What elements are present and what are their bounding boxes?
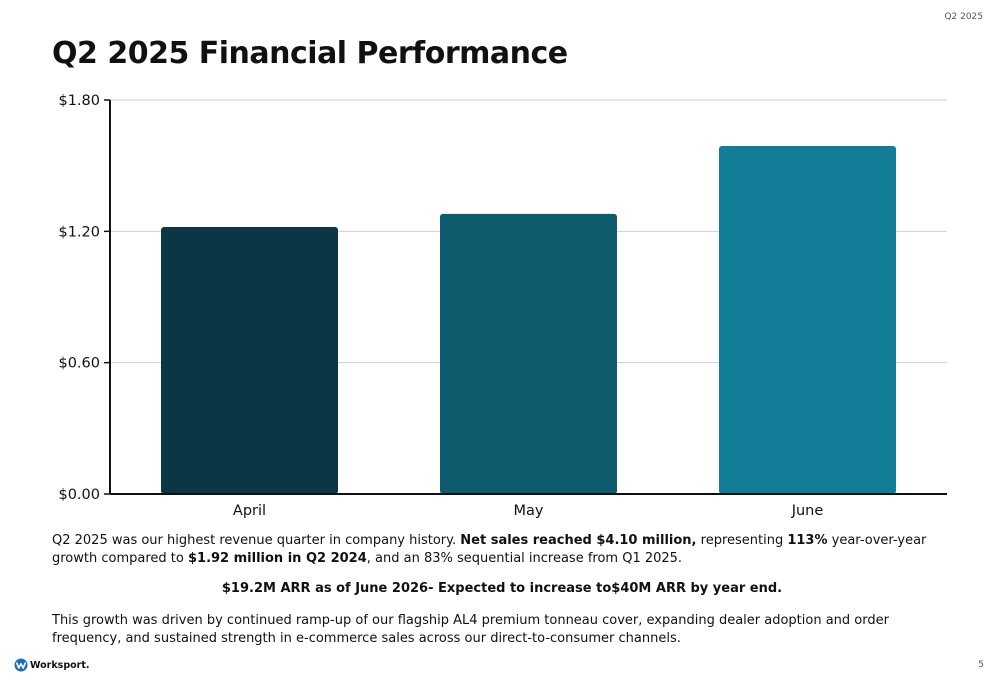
bar [719,145,896,494]
y-tick-label: $0.00 [58,487,100,503]
page-number: 5 [978,660,984,670]
x-tick-label: May [514,503,544,519]
summary-text-2: representing [696,533,788,548]
summary-text-1: Q2 2025 was our highest revenue quarter … [52,533,461,548]
header-tag: Q2 2025 [944,12,983,22]
y-tick-label: $1.20 [58,224,100,240]
y-tick-label: $0.60 [58,356,100,372]
x-tick-label: June [791,503,824,519]
x-tick-label: April [233,503,266,519]
summary-prior-year-sales: $1.92 million in Q2 2024 [187,551,367,566]
worksport-logo-text: Worksport. [30,659,90,671]
arr-highlight: $19.2M ARR as of June 2026- Expected to … [221,581,783,596]
growth-drivers-paragraph: This growth was driven by continued ramp… [52,613,889,646]
summary-paragraph: Q2 2025 was our highest revenue quarter … [52,532,952,568]
bar [440,213,617,495]
worksport-logo-icon [14,658,28,672]
summary-text-3: year-over-year growth compared to [52,533,927,566]
summary-text-4: , and an 83% sequential increase from Q1… [366,551,683,566]
summary-growth-rate: 113% [787,533,828,548]
revenue-bar-chart: $0.00 $0.60 $1.20 $1.80 April May June [58,93,947,519]
page-title: Q2 2025 Financial Performance [52,36,568,71]
bar [161,226,338,494]
worksport-logo: Worksport. [14,658,90,672]
summary-net-sales: Net sales reached $4.10 million, [460,533,697,548]
y-tick-label: $1.80 [58,93,100,109]
